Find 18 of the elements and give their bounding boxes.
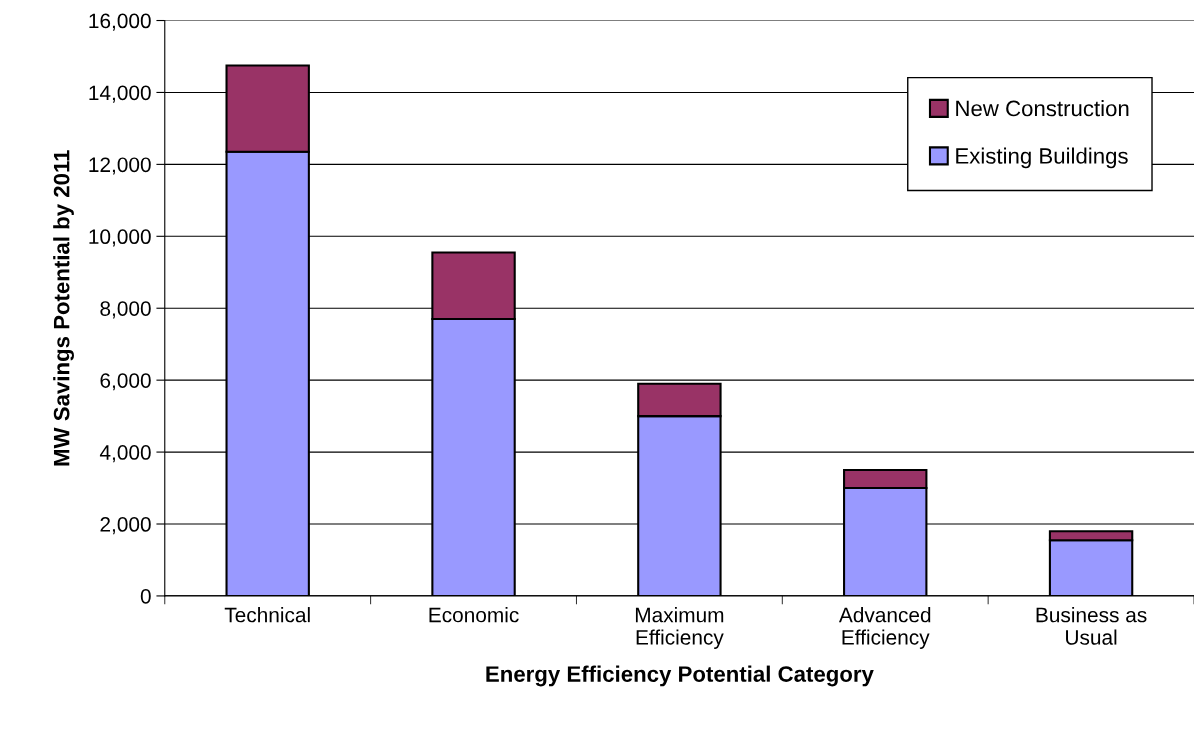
y-tick-label: 2,000 [100,517,151,535]
x-axis-title: Energy Efficiency Potential Category [486,665,874,687]
x-tick-label: Maximum Efficiency [635,607,724,649]
x-tick-label: Economic [429,607,519,623]
x-tick-label: Business as Usual [1036,607,1147,645]
x-tick-label: Technical [224,607,310,623]
x-tick-label: Advanced Efficiency [838,607,931,649]
legend-label: New Construction [956,100,1129,117]
y-tick-label: 4,000 [99,445,151,463]
y-tick-label: 0 [140,588,151,604]
y-axis-title: MW Savings Potential by 2011 [53,150,74,466]
legend-label: Existing Buildings [956,147,1128,169]
y-tick-label: 16,000 [89,13,151,31]
y-tick-label: 14,000 [89,85,151,103]
y-tick-label: 8,000 [100,301,151,319]
y-tick-label: 6,000 [100,373,151,391]
y-tick-label: 10,000 [89,229,151,247]
y-tick-label: 12,000 [89,157,151,175]
